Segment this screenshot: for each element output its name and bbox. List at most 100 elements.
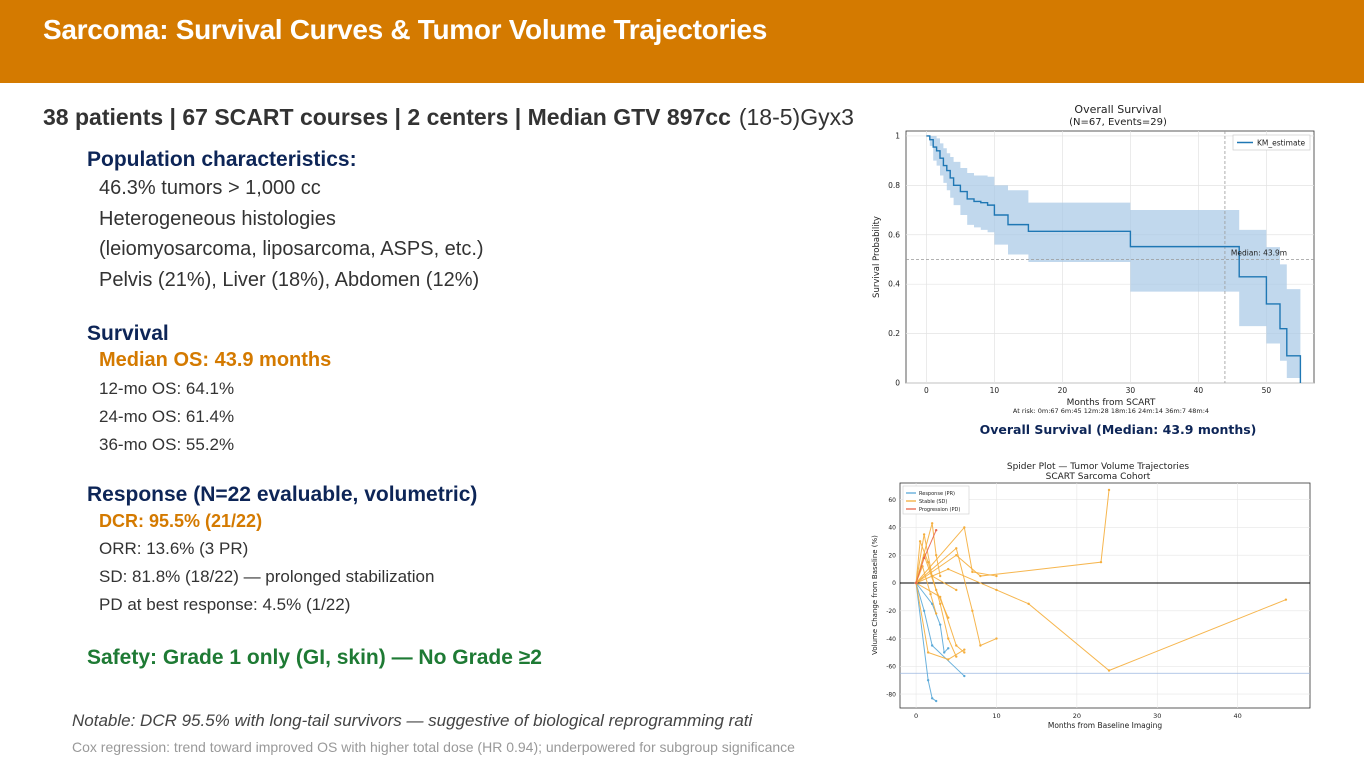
- km-reference-lines: [906, 131, 1314, 383]
- spider-subtitle: SCART Sarcoma Cohort: [1046, 472, 1151, 482]
- spider-point: [963, 651, 966, 654]
- spider-point: [922, 533, 926, 536]
- spider-point: [934, 529, 938, 532]
- spider-ytick-label: -20: [886, 608, 896, 615]
- spider-point: [943, 651, 946, 654]
- spider-track: [915, 534, 957, 591]
- survival-list: Median OS: 43.9 months 12-mo OS: 64.1% 2…: [87, 346, 867, 459]
- spider-xtick-label: 0: [914, 712, 918, 720]
- spider-point: [955, 655, 958, 658]
- spider-xlabel: Months from Baseline Imaging: [1048, 721, 1163, 730]
- spider-point: [930, 522, 934, 525]
- spider-point: [914, 581, 918, 585]
- spider-legend-label: Stable (SD): [919, 499, 947, 505]
- left-column: Population characteristics: 46.3% tumors…: [87, 148, 867, 670]
- spider-ytick-label: -40: [886, 636, 896, 643]
- population-line: (leiomyosarcoma, liposarcoma, ASPS, etc.…: [99, 238, 484, 260]
- km-curve-group: [926, 135, 1302, 383]
- spider-point: [930, 697, 934, 700]
- os-line: 36-mo OS: 55.2%: [99, 435, 235, 454]
- spider-reference-lines: [900, 582, 1310, 674]
- spider-point: [930, 574, 934, 578]
- spider-xtick-label: 20: [1073, 712, 1081, 720]
- cohort-summary: 38 patients | 67 SCART courses | 2 cente…: [43, 104, 854, 131]
- km-xtick-label: 20: [1058, 386, 1068, 395]
- km-xtick-label: 0: [924, 386, 929, 395]
- spider-xtick-label: 30: [1153, 712, 1161, 720]
- spider-point: [971, 570, 974, 574]
- spider-point: [955, 547, 958, 550]
- spider-track: [915, 582, 965, 653]
- spider-legend-label: Progression (PD): [919, 507, 960, 513]
- title-banner: Sarcoma: Survival Curves & Tumor Volume …: [0, 0, 1364, 83]
- spider-point: [955, 644, 958, 647]
- spider-point: [929, 592, 932, 596]
- dose-regimen: (18-5)Gyx3: [738, 104, 854, 130]
- spider-ytick-label: -80: [886, 691, 896, 698]
- spider-ylabel: Volume Change from Baseline (%): [871, 535, 879, 655]
- spider-point: [938, 623, 942, 626]
- spider-point: [963, 526, 966, 529]
- km-ylabel: Survival Probability: [872, 216, 882, 298]
- spider-point: [947, 658, 950, 661]
- spider-point: [930, 644, 934, 647]
- spider-track: [915, 568, 1287, 672]
- spider-track: [915, 582, 965, 677]
- spider-point: [1284, 598, 1288, 601]
- spider-ytick-label: 0: [892, 580, 896, 587]
- spider-point: [947, 637, 950, 640]
- spider-point: [922, 556, 926, 560]
- spider-track: [915, 582, 937, 702]
- cohort-stats: 38 patients | 67 SCART courses | 2 cente…: [43, 104, 731, 130]
- spider-track: [915, 523, 941, 584]
- spider-track: [915, 526, 997, 584]
- spider-point: [934, 699, 938, 703]
- spider-track: [915, 541, 957, 657]
- spider-point: [995, 574, 998, 578]
- spider-track: [915, 582, 965, 660]
- km-xtick-label: 10: [990, 386, 1000, 395]
- population-list: 46.3% tumors > 1,000 cc Heterogeneous hi…: [87, 173, 867, 295]
- km-ytick-label: 0.4: [888, 280, 900, 289]
- km-survival-chart: Overall Survival (N=67, Events=29) 0 10 20…: [872, 103, 1315, 437]
- spider-title: Spider Plot — Tumor Volume Trajectories: [1007, 462, 1190, 472]
- spider-point: [934, 612, 938, 615]
- spider-point: [1107, 488, 1111, 492]
- spider-point: [926, 560, 930, 564]
- spider-point: [971, 609, 974, 612]
- km-ytick-label: 0.2: [888, 329, 900, 338]
- response-list: DCR: 95.5% (21/22) ORR: 13.6% (3 PR) SD:…: [87, 507, 867, 619]
- km-xtick-label: 30: [1126, 386, 1136, 395]
- spider-point: [955, 554, 958, 557]
- spider-point: [963, 648, 966, 651]
- km-xtick-label: 40: [1194, 386, 1204, 395]
- spider-point: [926, 651, 930, 654]
- spider-plot-chart: Spider Plot — Tumor Volume Trajectories …: [871, 462, 1311, 730]
- spider-point: [995, 588, 998, 592]
- spider-tick-labels: 0 10 20 30 40 -80 -60 -40 -20 0 20 40 60: [886, 497, 1242, 720]
- spider-point: [938, 602, 942, 606]
- km-caption: Overall Survival (Median: 43.9 months): [980, 422, 1257, 437]
- spider-point: [979, 644, 982, 647]
- spider-legend: Response (PR) Stable (SD) Progression (PD): [902, 485, 970, 515]
- km-legend: KM_estimate: [1232, 134, 1311, 151]
- response-line: ORR: 13.6% (3 PR): [99, 539, 249, 558]
- km-tick-labels: 0 10 20 30 40 50 0 0.2 0.4 0.6 0.8 1: [888, 131, 1271, 395]
- spider-point: [947, 616, 950, 619]
- spider-point: [963, 674, 966, 678]
- survival-heading: Survival: [87, 322, 169, 345]
- spider-legend-label: Response (PR): [919, 491, 955, 497]
- os-line: 24-mo OS: 61.4%: [99, 407, 235, 426]
- km-ytick-label: 0: [895, 379, 900, 388]
- km-median-annotation: Median: 43.9m: [1231, 248, 1287, 257]
- spider-point: [926, 679, 930, 682]
- spider-plot-area: [899, 482, 1311, 709]
- spider-point: [1107, 669, 1111, 672]
- spider-point: [947, 567, 950, 571]
- km-at-risk: At risk: 0m:67 6m:45 12m:28 18m:16 24m:1…: [1013, 407, 1209, 415]
- spider-ytick-label: 40: [888, 525, 896, 532]
- spider-point: [955, 588, 958, 592]
- dcr-value: DCR: 95.5% (21/22): [99, 511, 263, 531]
- spider-point: [947, 647, 950, 650]
- response-line: SD: 81.8% (18/22) — prolonged stabilizat…: [99, 567, 435, 586]
